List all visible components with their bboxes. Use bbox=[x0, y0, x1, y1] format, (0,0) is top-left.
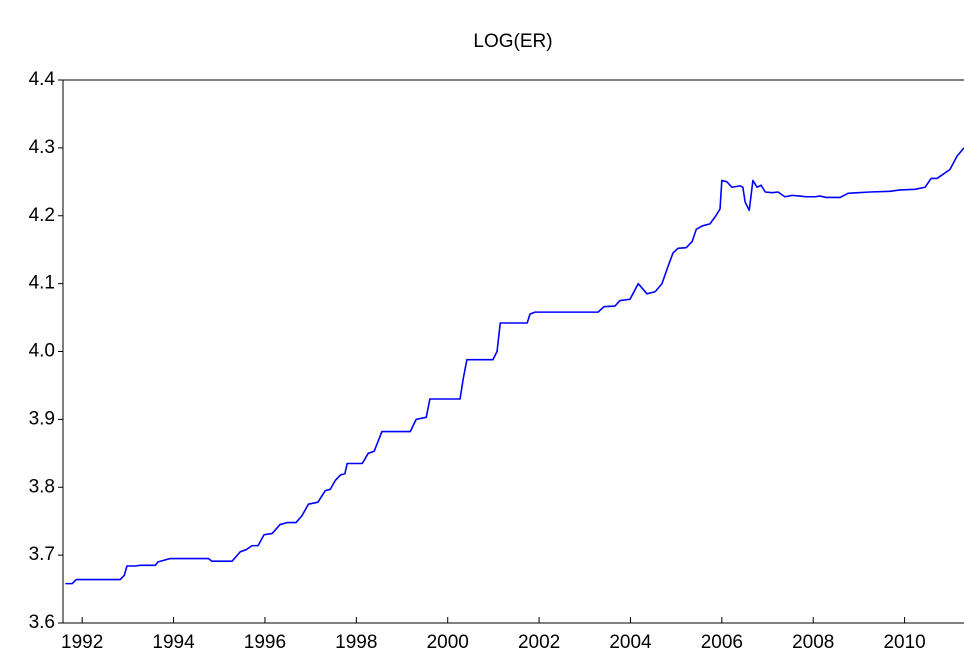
y-tick-label: 4.2 bbox=[29, 205, 55, 226]
x-tick-label: 2008 bbox=[792, 632, 834, 653]
y-tick-label: 3.8 bbox=[29, 476, 55, 497]
x-tick-label: 1992 bbox=[61, 632, 103, 653]
x-tick-label: 2004 bbox=[609, 632, 652, 653]
y-tick-label: 3.6 bbox=[29, 612, 55, 633]
x-tick-label: 2002 bbox=[518, 632, 560, 653]
y-tick-label: 4.1 bbox=[29, 273, 55, 294]
y-tick-label: 3.9 bbox=[29, 408, 55, 429]
x-tick-label: 2010 bbox=[883, 632, 925, 653]
x-tick-label: 2000 bbox=[427, 632, 469, 653]
line-series bbox=[65, 147, 964, 585]
y-tick-label: 4.3 bbox=[29, 137, 55, 158]
x-tick-label: 2006 bbox=[701, 632, 743, 653]
chart-title: LOG(ER) bbox=[473, 31, 552, 52]
x-tick-label: 1994 bbox=[152, 632, 195, 653]
x-tick-label: 1998 bbox=[335, 632, 377, 653]
y-tick-label: 3.7 bbox=[29, 544, 55, 565]
y-tick-label: 4.4 bbox=[29, 69, 56, 90]
x-tick-label: 1996 bbox=[244, 632, 286, 653]
y-tick-label: 4.0 bbox=[29, 341, 55, 362]
